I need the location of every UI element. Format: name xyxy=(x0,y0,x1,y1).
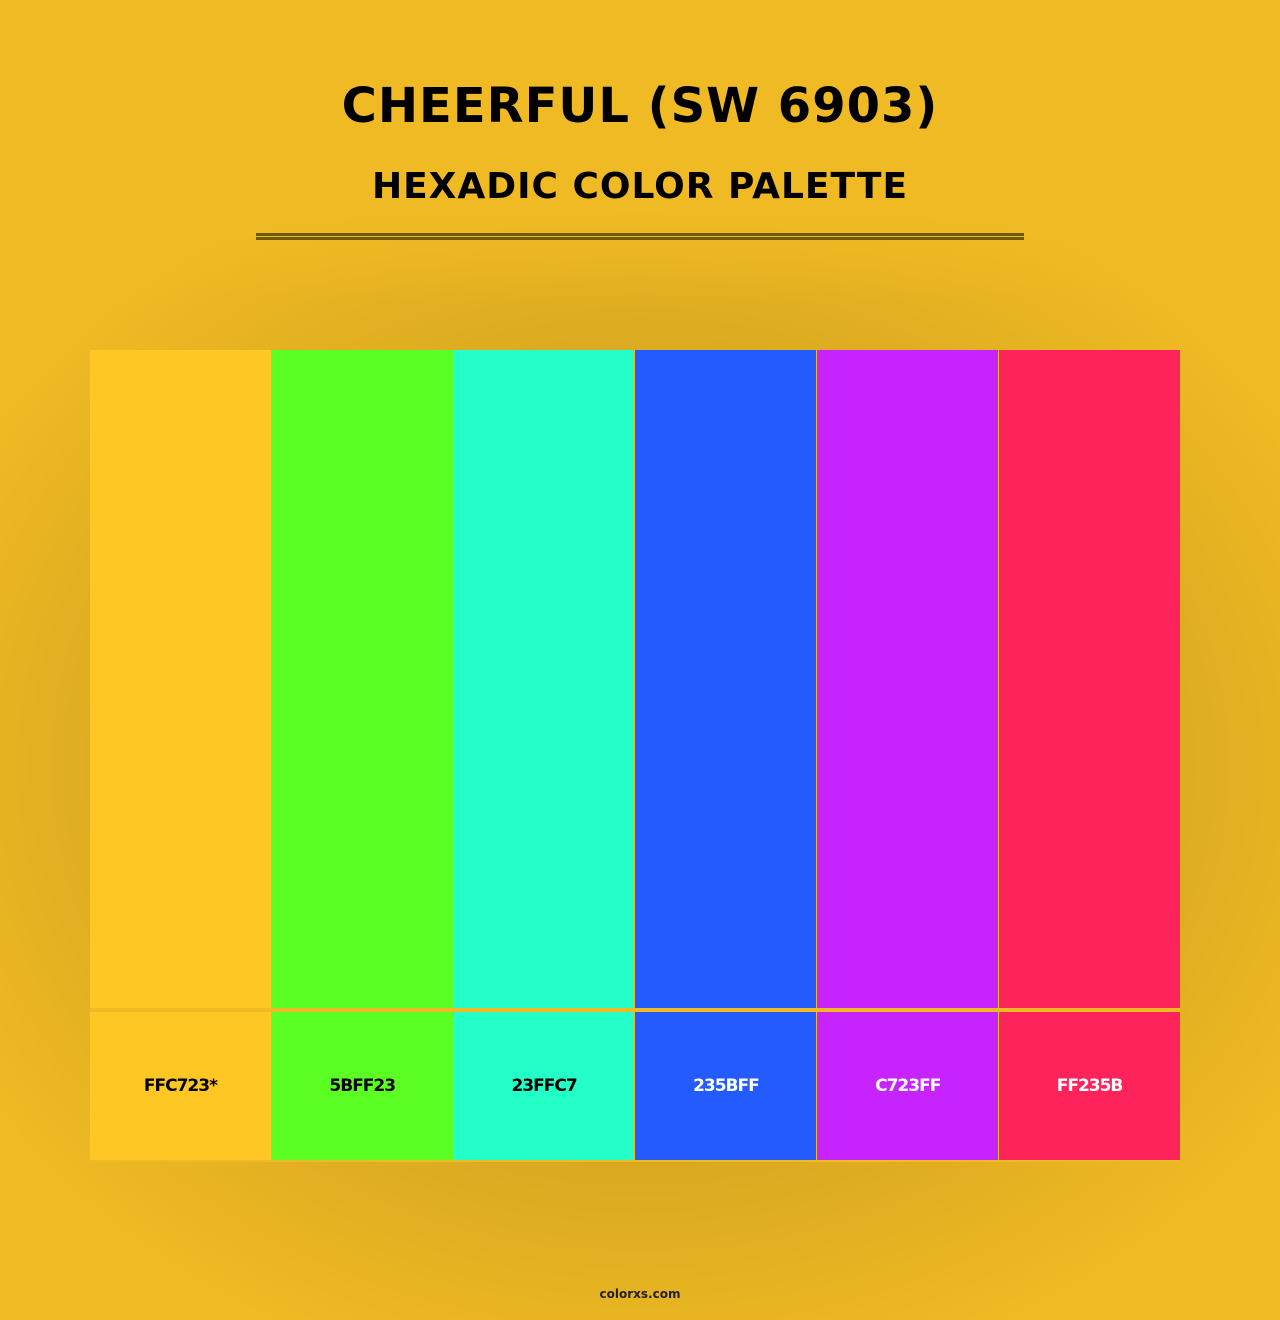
palette: FFC723* 5BFF23 23FFC7 235BFF C723FF FF23… xyxy=(90,350,1180,1162)
color-label[interactable]: FF235B xyxy=(999,1012,1180,1160)
color-label[interactable]: 23FFC7 xyxy=(453,1012,635,1160)
color-column: C723FF xyxy=(817,350,999,1162)
color-swatch[interactable] xyxy=(90,350,271,1008)
color-label[interactable]: 235BFF xyxy=(635,1012,817,1160)
color-swatch[interactable] xyxy=(453,350,635,1008)
color-column: FFC723* xyxy=(90,350,271,1162)
footer-link[interactable]: colorxs.com xyxy=(599,1287,681,1301)
color-label[interactable]: C723FF xyxy=(817,1012,999,1160)
color-column: 235BFF xyxy=(635,350,817,1162)
color-swatch[interactable] xyxy=(999,350,1180,1008)
color-column: 5BFF23 xyxy=(271,350,453,1162)
color-swatch[interactable] xyxy=(635,350,817,1008)
divider xyxy=(256,233,1024,236)
color-swatch[interactable] xyxy=(817,350,999,1008)
divider xyxy=(256,237,1024,240)
header-background xyxy=(0,0,1280,300)
color-column: 23FFC7 xyxy=(453,350,635,1162)
color-column: FF235B xyxy=(999,350,1180,1162)
color-swatch[interactable] xyxy=(271,350,453,1008)
page-title: CHEERFUL (SW 6903) xyxy=(341,78,939,134)
color-label[interactable]: 5BFF23 xyxy=(271,1012,453,1160)
page-subtitle: HEXADIC COLOR PALETTE xyxy=(371,166,909,207)
color-label[interactable]: FFC723* xyxy=(90,1012,271,1160)
